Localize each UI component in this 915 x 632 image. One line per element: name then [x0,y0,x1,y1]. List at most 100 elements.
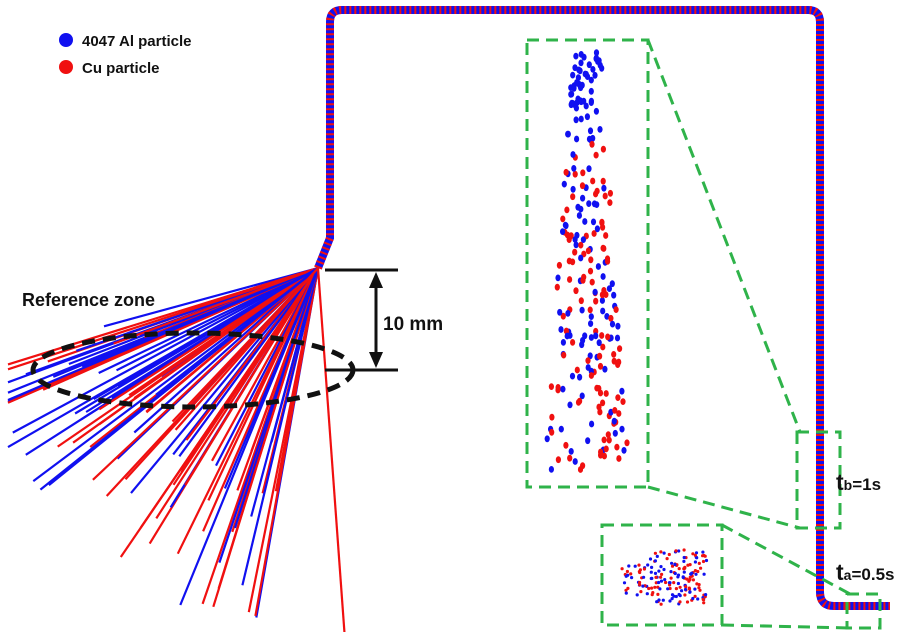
particle [674,549,677,552]
particle [581,98,586,105]
particle [549,429,554,436]
particle [660,603,663,606]
particle [701,551,704,554]
particle [670,577,673,580]
particle [578,67,583,74]
particle [596,263,601,270]
particle [555,284,560,291]
particle [625,592,628,595]
particle [568,91,573,98]
particle [575,99,580,106]
particle [683,556,686,559]
particle [650,566,653,569]
particle [683,571,686,574]
particle [668,599,671,602]
particle [686,564,689,567]
particle [594,152,599,159]
particle [559,426,564,433]
particle [549,414,554,421]
particle [654,572,657,575]
particle [579,297,584,304]
particle [572,249,577,256]
particle [601,185,606,192]
particle [627,564,630,567]
particle [647,587,650,590]
particle [657,570,660,573]
particle [564,207,569,214]
particle [678,600,681,603]
particle [598,363,603,370]
particle [611,292,616,299]
particle [585,437,590,444]
particle [594,385,599,392]
particle [679,586,682,589]
particle [573,171,578,178]
particle [579,341,584,348]
particle [567,276,572,283]
particle [672,581,675,584]
particle [643,567,646,570]
particle [597,353,602,360]
particle [601,287,606,294]
particle [619,426,624,433]
particle [594,108,599,115]
particle [696,570,699,573]
particle [572,64,577,71]
particle [590,178,595,185]
particle [597,126,602,133]
particle [590,66,595,73]
particle [608,315,613,322]
particle [683,593,686,596]
particle [646,563,649,566]
particle [577,374,582,381]
particle [593,289,598,296]
particle [701,554,704,557]
particle [669,570,672,573]
particle [582,332,587,339]
particle [659,550,662,553]
particle [567,455,572,462]
particle [680,589,683,592]
val: =1s [852,475,881,494]
particle [670,562,673,565]
distance-label: 10 mm [383,314,443,335]
particle [571,186,576,193]
particle [679,594,682,597]
particle [620,398,625,405]
particle [660,573,663,576]
particle [563,442,568,449]
particle [663,552,666,555]
particle [580,195,585,202]
particle [588,256,593,263]
particle [616,410,621,417]
particle [560,386,565,393]
particle [556,456,561,463]
particle [698,562,701,565]
particle [599,332,604,339]
particle [606,431,611,438]
particle [591,219,596,226]
particle [678,567,681,570]
particle [570,100,575,107]
particle [564,169,569,176]
particle [686,600,689,603]
particle [617,345,622,352]
particle [702,598,705,601]
particle [621,567,624,570]
particle [682,560,685,563]
particle [671,593,674,596]
particle [695,582,698,585]
particle [589,421,594,428]
particle [580,169,585,176]
time-a-label: ta=0.5s [836,559,894,585]
particle [590,279,595,286]
particle [585,113,590,120]
particle [567,258,572,265]
particle [659,565,662,568]
particle [573,458,578,465]
particle [601,273,606,280]
particle [656,555,659,558]
particle [604,390,609,397]
particle [580,277,585,284]
particle [616,455,621,462]
